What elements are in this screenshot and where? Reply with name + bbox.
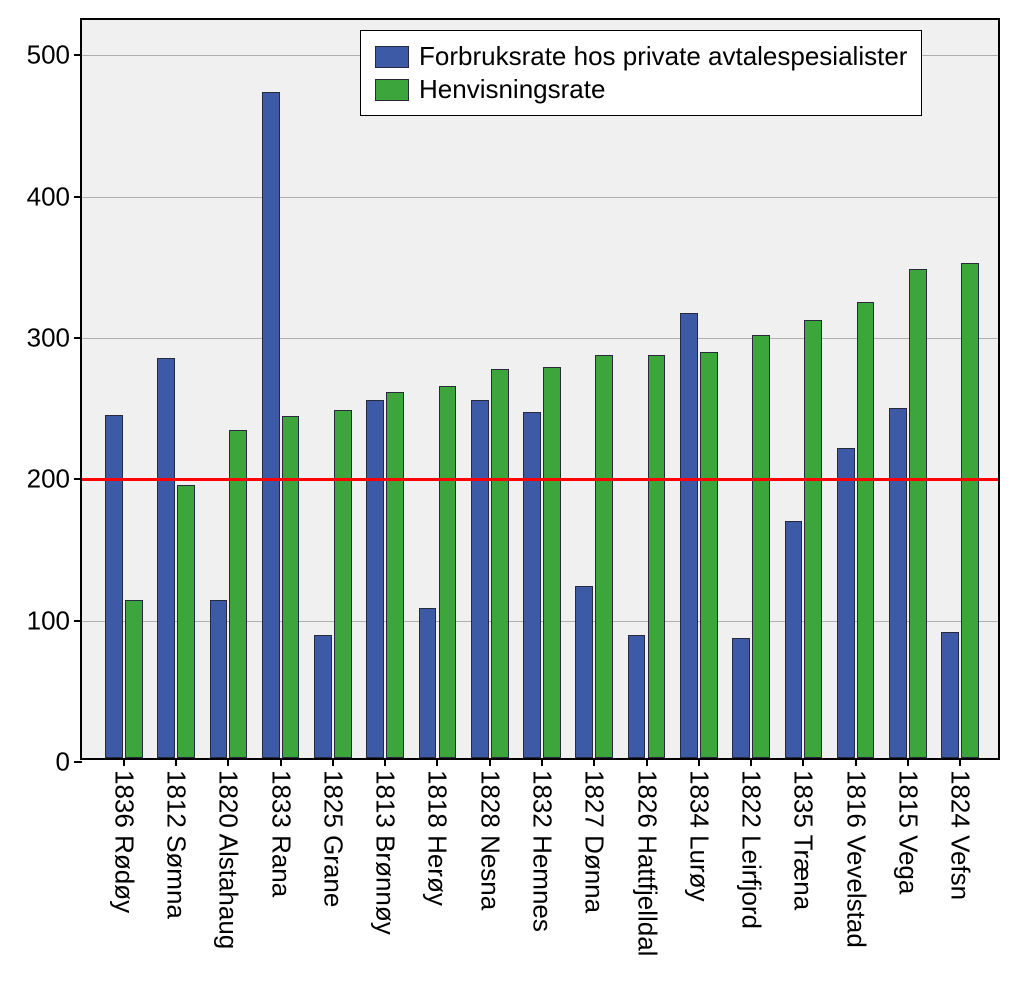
bar — [314, 635, 332, 758]
bar — [471, 400, 489, 758]
y-tick-label: 400 — [27, 181, 82, 212]
bar — [262, 92, 280, 758]
bar — [628, 635, 646, 758]
x-tick-label: 1816 Vevelstad — [840, 770, 871, 948]
y-tick-label: 200 — [27, 464, 82, 495]
bar — [700, 352, 718, 758]
bar — [282, 416, 300, 758]
legend-label: Henvisningsrate — [419, 74, 605, 105]
x-tick-mark — [384, 758, 386, 766]
bar — [837, 448, 855, 758]
bar — [157, 358, 175, 758]
y-tick-label: 0 — [56, 747, 82, 778]
bar — [941, 632, 959, 758]
bar — [491, 369, 509, 758]
bar — [732, 638, 750, 758]
x-tick-label: 1834 Lurøy — [683, 770, 714, 902]
y-tick-label: 100 — [27, 605, 82, 636]
x-tick-label: 1818 Herøy — [422, 770, 453, 906]
x-tick-mark — [750, 758, 752, 766]
x-tick-label: 1833 Rana — [265, 770, 296, 897]
bar — [909, 269, 927, 758]
x-tick-mark — [436, 758, 438, 766]
bar — [210, 600, 228, 758]
x-tick-mark — [541, 758, 543, 766]
x-tick-mark — [855, 758, 857, 766]
legend-swatch — [375, 46, 409, 68]
x-tick-label: 1822 Leirfjord — [736, 770, 767, 929]
bar — [785, 521, 803, 758]
bar — [419, 608, 437, 758]
bar — [857, 302, 875, 759]
x-tick-label: 1825 Grane — [317, 770, 348, 907]
x-tick-mark — [593, 758, 595, 766]
bar — [680, 313, 698, 758]
legend: Forbruksrate hos private avtalespesialis… — [360, 30, 922, 116]
x-tick-label: 1820 Alstahaug — [213, 770, 244, 949]
bar — [595, 355, 613, 758]
legend-item: Henvisningsrate — [375, 74, 907, 105]
x-tick-mark — [959, 758, 961, 766]
bar — [523, 412, 541, 758]
legend-label: Forbruksrate hos private avtalespesialis… — [419, 41, 907, 72]
bar — [889, 408, 907, 759]
gridline — [82, 197, 998, 198]
x-tick-label: 1827 Dønna — [579, 770, 610, 913]
plot-area: 01002003004005001836 Rødøy1812 Sømna1820… — [80, 18, 1000, 760]
x-tick-mark — [175, 758, 177, 766]
bar — [575, 586, 593, 758]
bar — [752, 335, 770, 758]
x-tick-mark — [489, 758, 491, 766]
bar — [366, 400, 384, 758]
x-tick-label: 1836 Rødøy — [108, 770, 139, 913]
y-tick-label: 300 — [27, 323, 82, 354]
bar — [543, 367, 561, 758]
x-tick-label: 1815 Vega — [892, 770, 923, 894]
bar — [439, 386, 457, 758]
bar — [177, 485, 195, 758]
x-tick-mark — [280, 758, 282, 766]
y-tick-label: 500 — [27, 40, 82, 71]
bar — [105, 415, 123, 758]
legend-item: Forbruksrate hos private avtalespesialis… — [375, 41, 907, 72]
reference-line — [82, 478, 998, 481]
x-tick-mark — [123, 758, 125, 766]
bar — [648, 355, 666, 758]
x-tick-label: 1813 Brønnøy — [370, 770, 401, 935]
legend-swatch — [375, 79, 409, 101]
bar — [804, 320, 822, 758]
x-tick-label: 1824 Vefsn — [945, 770, 976, 900]
bar — [334, 410, 352, 758]
x-tick-label: 1832 Hemnes — [527, 770, 558, 932]
x-tick-mark — [698, 758, 700, 766]
bar — [386, 392, 404, 758]
bar — [125, 600, 143, 758]
x-tick-label: 1835 Træna — [788, 770, 819, 910]
x-tick-mark — [907, 758, 909, 766]
x-tick-label: 1828 Nesna — [474, 770, 505, 910]
x-tick-mark — [332, 758, 334, 766]
bar — [961, 263, 979, 758]
x-tick-mark — [802, 758, 804, 766]
chart-container: 0 100 200 300 400 500 1836 Rødøy 1812 Sømna 1820… — [0, 0, 1024, 1004]
x-tick-label: 1812 Sømna — [161, 770, 192, 919]
x-tick-mark — [227, 758, 229, 766]
x-tick-mark — [646, 758, 648, 766]
x-tick-label: 1826 Hattfjelldal — [631, 770, 662, 956]
